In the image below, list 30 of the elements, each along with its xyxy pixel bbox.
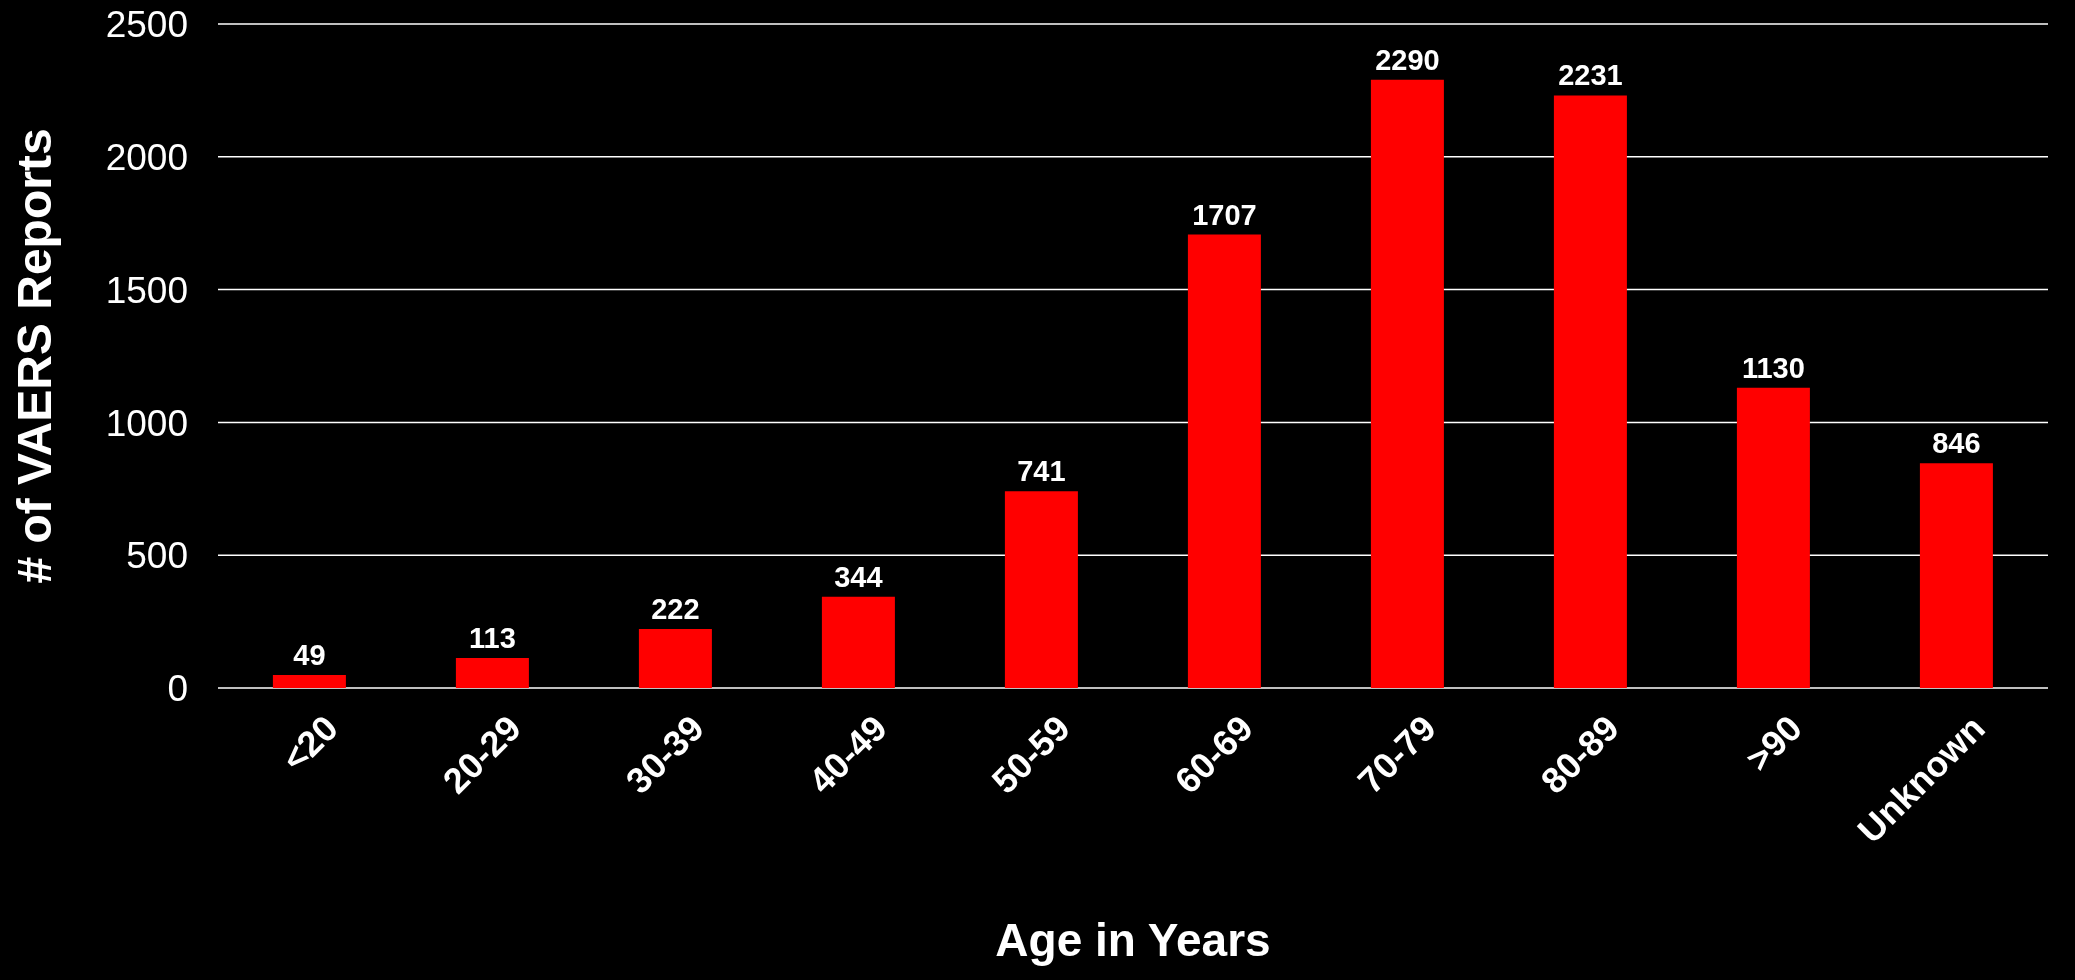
y-tick-label: 2000	[105, 136, 188, 178]
y-tick-label: 1500	[105, 269, 188, 311]
bar	[638, 629, 712, 688]
data-label: 2231	[1558, 59, 1623, 92]
x-axis-title: Age in Years	[995, 914, 1271, 966]
data-label: 1707	[1192, 198, 1257, 231]
bar	[1736, 387, 1810, 688]
bar	[1553, 95, 1627, 688]
bar	[1004, 491, 1078, 688]
data-label: 344	[834, 560, 883, 593]
y-tick-label: 1000	[105, 402, 188, 444]
bar	[1370, 79, 1444, 688]
bar	[455, 657, 529, 688]
bar	[821, 596, 895, 688]
data-label: 222	[651, 593, 700, 626]
bar	[1187, 234, 1261, 688]
data-label: 2290	[1375, 43, 1440, 76]
data-label: 846	[1932, 427, 1981, 460]
data-label: 49	[293, 638, 326, 671]
x-tick-label: <20	[273, 707, 346, 780]
y-axis-title: # of VAERS Reports	[8, 128, 62, 584]
y-tick-label: 500	[126, 535, 188, 577]
bar	[272, 674, 346, 688]
data-label: 741	[1017, 455, 1066, 488]
data-label: 1130	[1741, 351, 1805, 384]
data-label: 113	[469, 621, 516, 654]
y-tick-label: 2500	[105, 4, 188, 46]
y-tick-label: 0	[167, 668, 188, 710]
x-tick-label: >90	[1737, 707, 1810, 780]
bar	[1919, 463, 1993, 688]
